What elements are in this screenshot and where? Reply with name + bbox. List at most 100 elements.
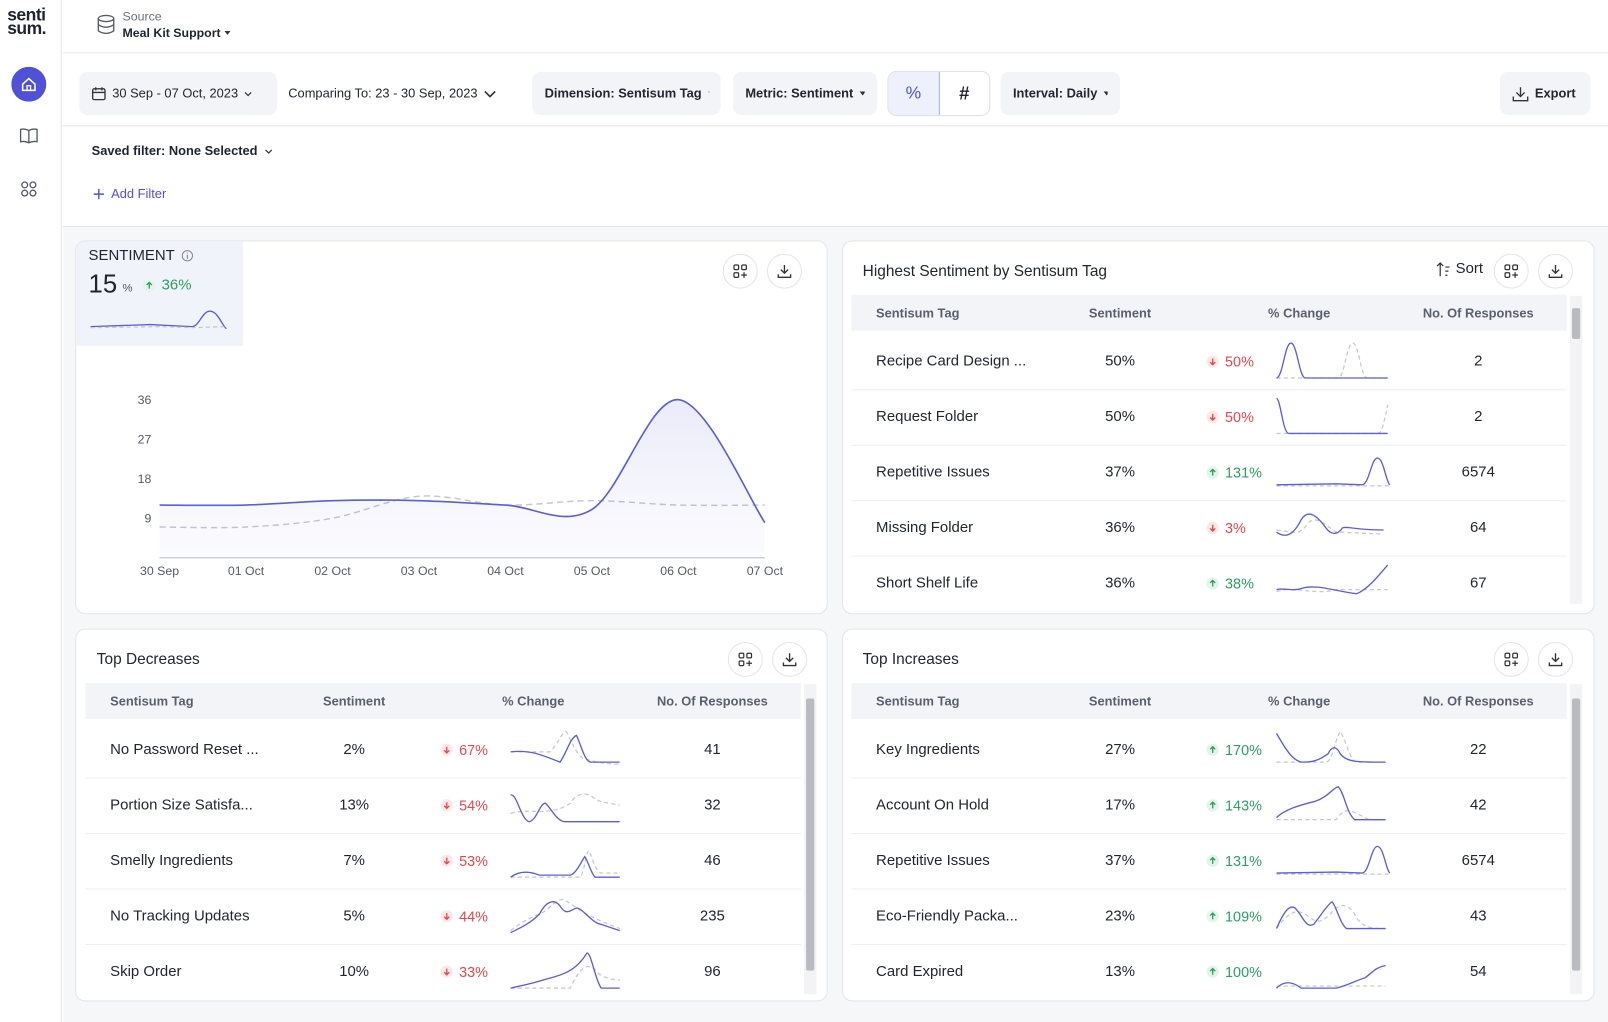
change-cell: 50% bbox=[1225, 408, 1254, 426]
widget-button[interactable] bbox=[1493, 641, 1529, 677]
responses-cell: 46 bbox=[704, 852, 721, 869]
apps-icon[interactable] bbox=[21, 181, 37, 197]
row-divider bbox=[851, 444, 1567, 446]
row-divider bbox=[85, 833, 801, 835]
tag-cell: Skip Order bbox=[110, 963, 182, 980]
responses-cell: 42 bbox=[1469, 797, 1487, 814]
widget-button[interactable] bbox=[722, 253, 758, 289]
info-icon[interactable] bbox=[181, 250, 193, 262]
table-header bbox=[85, 683, 801, 719]
download-button[interactable] bbox=[1537, 253, 1573, 289]
home-button[interactable] bbox=[11, 66, 47, 102]
sentiment-cell: 50% bbox=[1105, 408, 1135, 426]
download-button[interactable] bbox=[1537, 641, 1573, 677]
sparkline bbox=[510, 952, 620, 989]
change-cell: 131% bbox=[1225, 464, 1262, 481]
dimension-text: Dimension: Sentisum Tag bbox=[544, 86, 702, 101]
sparkline bbox=[510, 898, 620, 934]
change-cell: 53% bbox=[459, 852, 488, 869]
responses-cell: 32 bbox=[704, 797, 721, 814]
column-header: Sentiment bbox=[1088, 694, 1152, 709]
widget-button[interactable] bbox=[1493, 253, 1529, 289]
caret bbox=[1103, 91, 1108, 96]
scrollbar-thumb[interactable] bbox=[1571, 308, 1581, 339]
sparkline bbox=[1276, 342, 1388, 379]
up-arrow-icon bbox=[143, 279, 156, 292]
up-arrow-icon bbox=[1206, 854, 1219, 867]
sort-text: Sort bbox=[1455, 260, 1484, 278]
x-tick-label: 04 Oct bbox=[487, 564, 524, 578]
comparing-button[interactable]: Comparing To: 23 - 30 Sep, 2023 bbox=[276, 72, 509, 115]
area bbox=[159, 399, 765, 558]
metric-button[interactable]: Metric: Sentiment bbox=[732, 71, 878, 116]
date-range: 30 Sep - 07 Oct, 2023 bbox=[112, 86, 239, 101]
count-toggle[interactable]: # bbox=[959, 82, 970, 104]
tag-cell: Repetitive Issues bbox=[876, 852, 990, 869]
saved-filter[interactable]: Saved filter: None Selected bbox=[92, 144, 273, 158]
export-button[interactable]: Export bbox=[1499, 71, 1591, 116]
column-header: Sentisum Tag bbox=[876, 306, 960, 321]
responses-cell: 22 bbox=[1469, 741, 1487, 759]
download-button[interactable] bbox=[766, 253, 802, 289]
date-range-button[interactable]: 30 Sep - 07 Oct, 2023 bbox=[79, 71, 277, 116]
card-title: Highest Sentiment by Sentisum Tag bbox=[862, 262, 1108, 280]
tag-cell: Missing Folder bbox=[876, 519, 974, 537]
row-divider bbox=[85, 777, 801, 779]
download-button[interactable] bbox=[772, 641, 808, 677]
interval-text: Interval: Daily bbox=[1012, 86, 1098, 101]
sparkline bbox=[1275, 730, 1386, 763]
responses-cell: 64 bbox=[1469, 519, 1487, 537]
sentiment-cell: 36% bbox=[1105, 575, 1135, 592]
sparkline bbox=[1275, 397, 1389, 435]
column-header: % Change bbox=[1268, 694, 1331, 709]
tag-cell: Account On Hold bbox=[876, 797, 989, 814]
tag-cell: Key Ingredients bbox=[876, 741, 980, 759]
up-arrow-icon bbox=[1206, 910, 1219, 923]
sparkline bbox=[1275, 901, 1386, 930]
x-tick-label: 06 Oct bbox=[660, 564, 697, 578]
export-icon bbox=[1512, 86, 1529, 101]
widget-icon bbox=[733, 264, 747, 278]
scrollbar-thumb[interactable] bbox=[1571, 698, 1581, 971]
sort-button[interactable]: Sort bbox=[1436, 261, 1483, 277]
divider bbox=[62, 125, 1608, 127]
tag-cell: No Password Reset ... bbox=[110, 741, 259, 759]
sidebar: senti sum. bbox=[0, 0, 62, 1022]
change-cell: 131% bbox=[1225, 852, 1262, 869]
widget-icon bbox=[1504, 264, 1519, 278]
sort-icon bbox=[1436, 262, 1450, 277]
scrollbar-track[interactable] bbox=[1569, 295, 1583, 604]
column-header: % Change bbox=[1268, 306, 1331, 321]
widget-button[interactable] bbox=[727, 641, 763, 677]
sentiment-cell: 27% bbox=[1105, 741, 1135, 759]
row-divider bbox=[851, 555, 1567, 557]
y-tick-label: 9 bbox=[144, 511, 151, 525]
source-select[interactable]: Meal Kit Support bbox=[123, 26, 231, 40]
y-tick-label: 27 bbox=[138, 432, 152, 446]
logo[interactable]: senti sum. bbox=[7, 6, 46, 37]
book-icon[interactable] bbox=[19, 127, 39, 144]
x-tick-label: 03 Oct bbox=[401, 564, 438, 578]
dimension-button[interactable]: Dimension: Sentisum Tag bbox=[532, 71, 721, 116]
interval-button[interactable]: Interval: Daily bbox=[1000, 71, 1121, 116]
sentiment-cell: 23% bbox=[1105, 907, 1135, 925]
change-cell: 67% bbox=[459, 741, 488, 759]
add-filter[interactable]: Add Filter bbox=[93, 187, 166, 201]
percent-toggle[interactable]: % bbox=[888, 71, 940, 116]
scrollbar-thumb[interactable] bbox=[806, 698, 815, 971]
up-arrow-icon bbox=[1206, 743, 1219, 756]
column-header: Sentiment bbox=[323, 694, 386, 709]
column-header: % Change bbox=[502, 694, 565, 709]
kpi-unit: % bbox=[122, 282, 133, 295]
tag-cell: Smelly Ingredients bbox=[110, 852, 233, 869]
download-icon bbox=[782, 653, 797, 667]
responses-cell: 2 bbox=[1474, 353, 1483, 370]
down-arrow-icon bbox=[440, 965, 453, 978]
change-cell: 143% bbox=[1225, 797, 1262, 814]
database-icon bbox=[97, 14, 115, 35]
row-divider bbox=[851, 500, 1567, 502]
change-cell: 33% bbox=[459, 963, 488, 980]
tag-cell: Card Expired bbox=[876, 963, 964, 980]
